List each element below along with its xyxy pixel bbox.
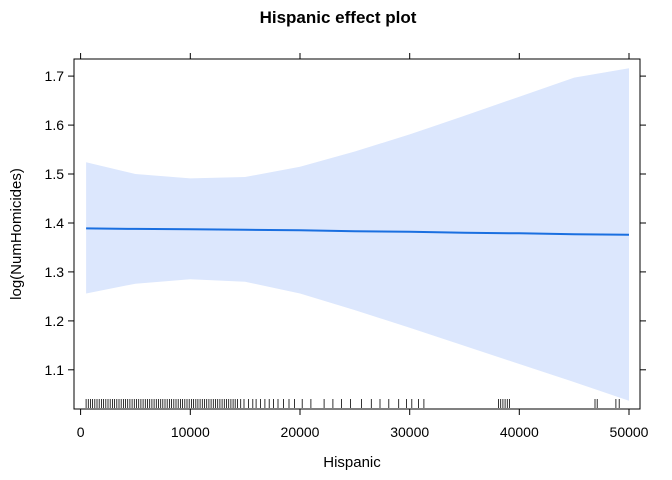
fit-line (86, 227, 630, 236)
confidence-band (86, 68, 630, 401)
y-tick-label: 1.1 (45, 362, 65, 378)
rug (85, 399, 620, 408)
axes: 0 10000 20000 30000 40000 50000 1.1 1.2 1.3 1.4 1.… (45, 53, 649, 440)
y-tick-label: 1.5 (45, 166, 65, 182)
y-tick-label: 1.2 (45, 313, 65, 329)
x-tick-label: 10000 (171, 424, 210, 440)
plot-area (85, 68, 630, 408)
y-tick-label: 1.3 (45, 264, 65, 280)
x-tick-label: 20000 (281, 424, 320, 440)
x-tick-label: 30000 (390, 424, 429, 440)
plot-frame (73, 58, 641, 410)
x-tick-label: 50000 (610, 424, 649, 440)
y-axis-label: log(NumHomicides) (8, 168, 25, 300)
y-tick-label: 1.7 (45, 68, 65, 84)
y-tick-label: 1.6 (45, 117, 65, 133)
x-tick-label: 40000 (500, 424, 539, 440)
y-tick-label: 1.4 (45, 215, 65, 231)
x-axis-label: Hispanic (323, 454, 381, 471)
x-tick-label: 0 (77, 424, 85, 440)
chart-title: Hispanic effect plot (260, 8, 417, 27)
